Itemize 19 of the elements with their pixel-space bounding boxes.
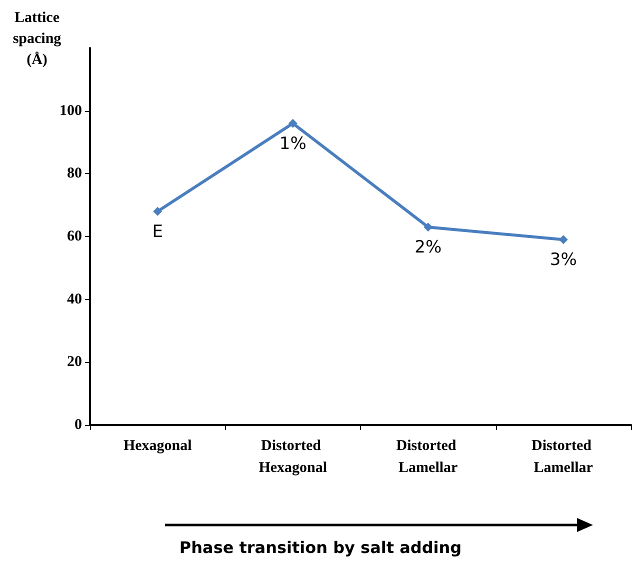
annotation: E <box>152 222 163 242</box>
y-tick-label: 60 <box>67 228 82 244</box>
annotation: 3% <box>550 250 577 270</box>
y-axis-title: Lattice spacing (Å) <box>12 9 62 70</box>
annotation: 1% <box>279 134 306 154</box>
y-tick-label: 80 <box>67 166 82 182</box>
y-tick-label: 100 <box>60 102 82 119</box>
x-tick-label: Distorted Lamellar <box>396 438 460 476</box>
y-tick-label: 0 <box>74 417 82 433</box>
x-axis-title: Phase transition by salt adding <box>178 538 463 557</box>
point <box>558 235 568 244</box>
y-tick-label: 20 <box>67 354 82 370</box>
annotation: 2% <box>414 238 442 258</box>
point <box>288 118 298 128</box>
y-tick-label: 40 <box>67 291 82 308</box>
x-tick-label: Distorted Hexagonal <box>258 438 328 476</box>
point <box>153 206 162 216</box>
x-tick-label: Hexagonal <box>123 438 192 454</box>
x-tick-label: Distorted Lamellar <box>532 438 596 476</box>
